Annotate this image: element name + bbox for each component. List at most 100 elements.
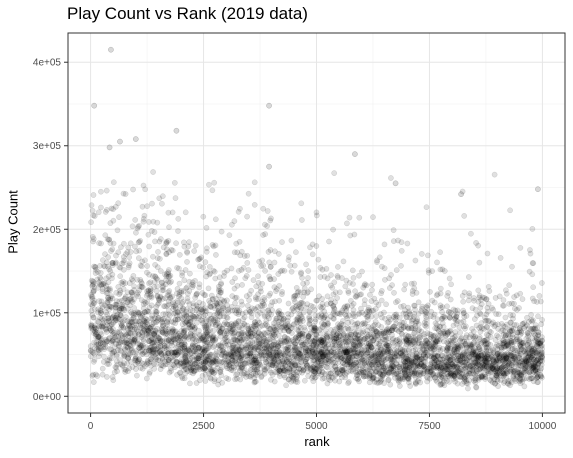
data-point — [128, 289, 135, 296]
data-point — [251, 179, 258, 186]
data-point — [334, 272, 341, 279]
data-point — [394, 298, 401, 304]
data-point — [443, 361, 450, 368]
data-point — [530, 364, 537, 370]
data-point — [441, 330, 448, 337]
data-point — [432, 341, 439, 347]
data-point — [137, 237, 144, 244]
data-point — [87, 353, 94, 360]
data-point — [492, 368, 499, 375]
data-point — [237, 337, 244, 343]
data-point — [200, 213, 207, 220]
data-point — [507, 207, 513, 214]
data-point — [501, 356, 508, 363]
data-point — [208, 358, 214, 365]
data-point — [287, 340, 293, 347]
data-point — [366, 356, 372, 363]
data-point — [235, 365, 242, 371]
data-point — [312, 338, 318, 345]
data-point — [189, 354, 196, 361]
data-point — [113, 252, 119, 259]
data-point — [118, 324, 125, 331]
data-point — [288, 311, 295, 318]
data-point — [143, 351, 150, 358]
data-point — [317, 314, 324, 321]
data-point — [159, 329, 166, 336]
data-point — [473, 352, 480, 358]
data-point — [129, 277, 136, 284]
data-point — [88, 324, 95, 331]
data-point — [161, 315, 167, 322]
data-point — [159, 280, 165, 286]
data-point — [151, 360, 157, 367]
data-point — [408, 317, 415, 324]
data-point — [509, 328, 515, 334]
data-point — [319, 368, 326, 375]
data-point — [454, 310, 461, 317]
data-point — [206, 321, 212, 327]
data-point — [387, 357, 394, 364]
data-point — [186, 357, 193, 364]
data-point — [241, 336, 248, 343]
data-point — [319, 375, 326, 382]
data-point — [398, 247, 405, 254]
data-point — [109, 349, 116, 356]
data-point — [279, 291, 285, 297]
data-point — [139, 203, 146, 210]
data-point — [529, 260, 536, 266]
data-point — [116, 306, 123, 313]
data-point — [324, 337, 331, 344]
data-point — [516, 325, 523, 332]
data-point — [98, 308, 104, 314]
data-point — [203, 225, 210, 231]
data-point — [367, 372, 374, 379]
data-point — [389, 362, 395, 369]
data-point — [387, 347, 393, 353]
data-point — [239, 325, 245, 332]
data-point — [133, 348, 139, 355]
data-point — [338, 354, 345, 361]
data-point — [530, 363, 537, 370]
data-point — [234, 282, 241, 289]
data-point — [361, 301, 368, 308]
data-point — [172, 348, 179, 355]
data-point — [488, 329, 494, 335]
data-point — [386, 364, 393, 371]
data-point — [92, 331, 99, 338]
data-point — [412, 346, 419, 353]
data-point — [472, 349, 478, 356]
data-point — [366, 364, 373, 371]
data-point — [209, 337, 216, 344]
data-point — [165, 338, 172, 344]
data-point — [199, 334, 206, 341]
data-point — [394, 327, 400, 333]
data-point — [126, 338, 133, 344]
data-point — [447, 357, 453, 363]
data-point — [257, 302, 264, 309]
data-point — [385, 345, 392, 351]
data-point — [93, 331, 99, 338]
data-point — [526, 361, 532, 368]
data-point — [394, 342, 401, 348]
data-point — [480, 355, 486, 361]
data-point — [432, 339, 439, 345]
data-point — [93, 334, 99, 340]
data-point — [402, 335, 409, 342]
data-point — [291, 296, 298, 302]
data-point — [223, 350, 230, 356]
data-point — [506, 364, 513, 371]
data-point — [510, 325, 517, 332]
data-point — [231, 351, 237, 358]
data-point — [96, 323, 103, 330]
data-point — [125, 264, 132, 271]
data-point — [435, 365, 441, 372]
data-point — [437, 285, 444, 292]
data-point — [332, 299, 338, 306]
data-point — [484, 359, 490, 366]
data-point — [310, 357, 316, 364]
data-point — [120, 259, 127, 266]
data-point — [359, 342, 366, 348]
data-point — [515, 369, 522, 376]
data-point — [244, 302, 251, 309]
data-point — [133, 350, 139, 357]
